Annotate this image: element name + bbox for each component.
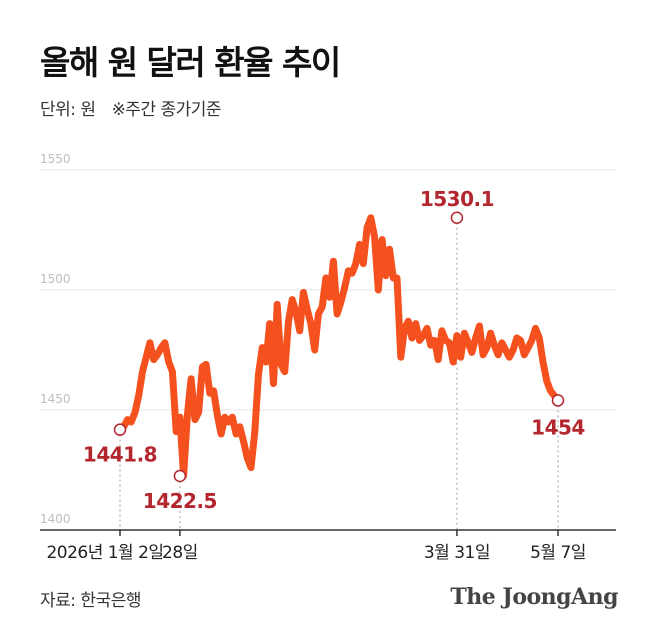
annotation-guides (119, 217, 559, 530)
annotation-marker (173, 469, 187, 483)
annotation-label: 1454 (531, 415, 585, 439)
x-tick-label: 2026년 1월 2일 (46, 543, 163, 563)
y-tick-label: 1500 (40, 272, 71, 286)
x-tick-label: 3월 31일 (424, 543, 490, 563)
y-tick-label: 1400 (40, 512, 71, 526)
annotation-label: 1422.5 (143, 489, 217, 513)
y-tick-label: 1550 (40, 152, 71, 166)
y-axis-ticks: 1400 1450 1500 1550 (40, 152, 71, 526)
annotation-label: 1530.1 (420, 187, 494, 211)
annotation-label: 1441.8 (83, 443, 157, 467)
annotation-marker (551, 394, 565, 407)
source-note: 자료: 한국은행 (40, 591, 141, 611)
annotation-markers (113, 211, 565, 483)
unit-label: 단위: 원 (40, 100, 96, 120)
exchange-rate-line (116, 214, 562, 480)
chart-subtitle: 단위: 원 ※주간 종가기준 (40, 95, 222, 120)
annotation-marker (113, 423, 127, 436)
publisher-logo: The JoongAng (450, 584, 618, 610)
chart-title: 올해 원 달러 환율 추이 (40, 43, 341, 82)
basis-note: ※주간 종가기준 (111, 100, 222, 120)
annotation-labels: 1441.8 1422.5 1530.1 1454 (83, 187, 585, 513)
x-tick-label: 5월 7일 (530, 543, 586, 563)
x-tick-label: 28일 (162, 543, 198, 563)
y-tick-label: 1450 (40, 392, 71, 406)
annotation-marker (450, 211, 464, 225)
